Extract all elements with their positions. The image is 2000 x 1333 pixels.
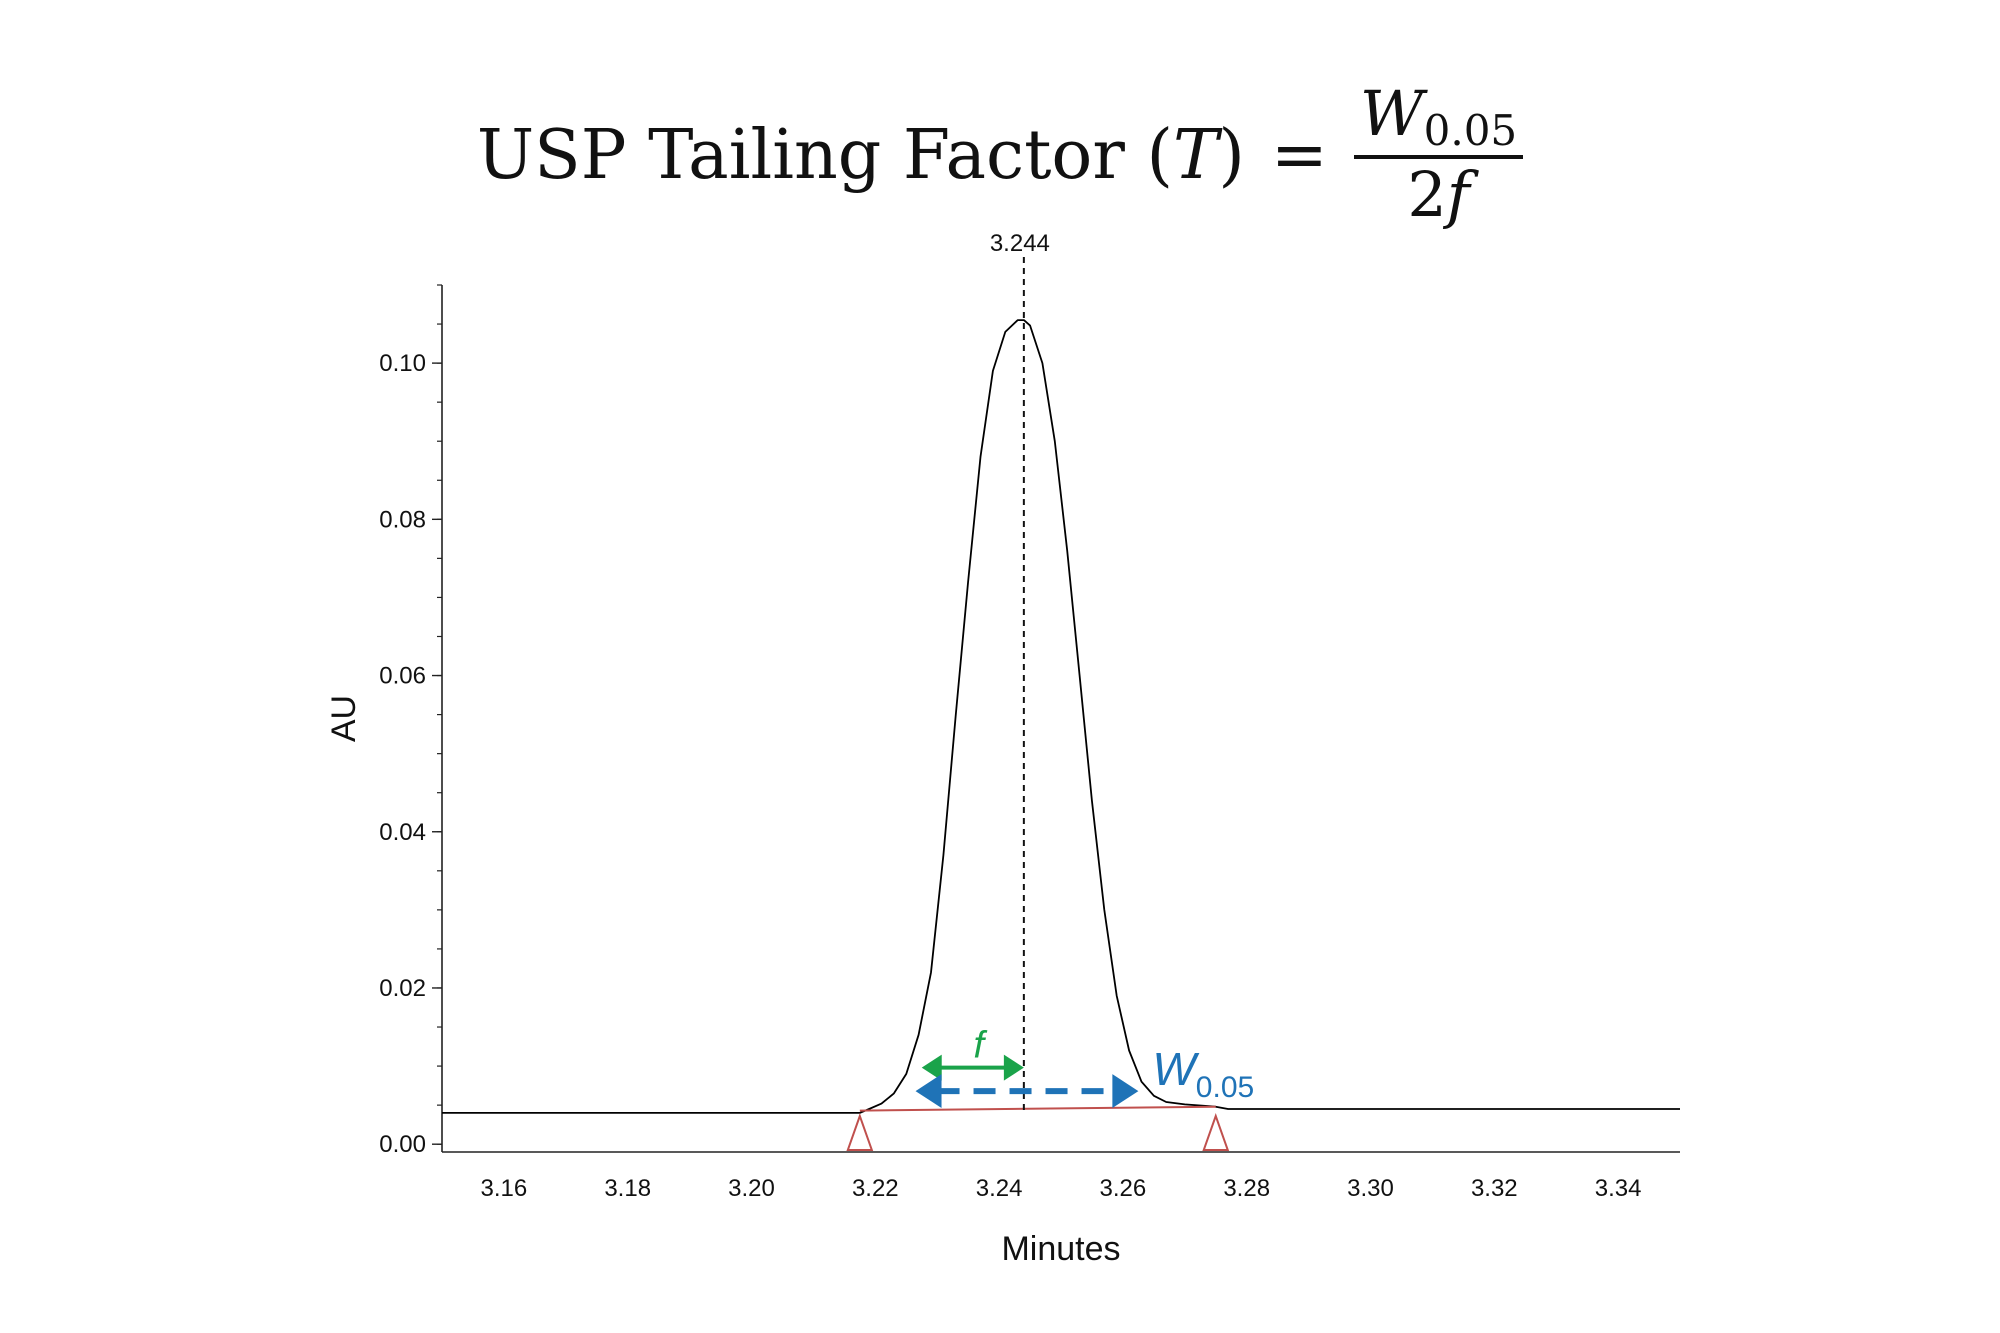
x-tick-label: 3.28 xyxy=(1223,1175,1270,1202)
formula-numerator: W0.05 xyxy=(1353,81,1524,159)
w005-label-main: W xyxy=(1152,1043,1200,1095)
formula-equals: = xyxy=(1270,115,1328,195)
usp-tailing-factor-formula: USP Tailing Factor (T) = W0.05 2f xyxy=(0,60,2000,250)
x-tick-label: 3.22 xyxy=(852,1175,899,1202)
peak-start-marker xyxy=(846,1112,874,1151)
x-axis-title: Minutes xyxy=(1001,1230,1120,1268)
y-tick-label: 0.10 xyxy=(379,350,426,377)
chromatogram-trace xyxy=(442,319,1680,1114)
formula-lhs-close: ) xyxy=(1218,115,1245,195)
y-tick-label: 0.00 xyxy=(379,1131,426,1158)
y-tick-label: 0.02 xyxy=(379,975,426,1002)
w005-arrow-head-left xyxy=(915,1074,942,1108)
x-tick-label: 3.16 xyxy=(481,1175,528,1202)
f-arrow-head-left xyxy=(921,1054,942,1081)
x-tick-label: 3.32 xyxy=(1471,1175,1518,1202)
formula-fraction: W0.05 2f xyxy=(1353,81,1524,229)
f-arrow-head-right xyxy=(1003,1054,1024,1081)
x-tick-label: 3.34 xyxy=(1595,1175,1642,1202)
y-tick-label: 0.06 xyxy=(379,663,426,690)
chart-annotations: f W0.05 xyxy=(915,1025,1254,1108)
x-tick-label: 3.18 xyxy=(604,1175,651,1202)
peak-retention-label: 3.244 xyxy=(990,230,1050,257)
formula-denominator: 2f xyxy=(1407,159,1469,229)
y-tick-label: 0.04 xyxy=(379,819,426,846)
w005-label-sub: 0.05 xyxy=(1196,1071,1254,1104)
integration-baseline xyxy=(859,1105,1216,1112)
peak-end-marker xyxy=(1202,1112,1230,1151)
chart-marks: 3.244 xyxy=(442,230,1680,1151)
x-tick-label: 3.30 xyxy=(1347,1175,1394,1202)
w005-label: W0.05 xyxy=(1152,1043,1254,1104)
x-tick-label: 3.20 xyxy=(728,1175,775,1202)
w005-arrow-head-right xyxy=(1112,1074,1139,1108)
formula-denominator-var: f xyxy=(1446,157,1470,231)
x-tick-label: 3.26 xyxy=(1100,1175,1147,1202)
formula-numerator-var: W xyxy=(1359,76,1424,150)
formula-numerator-sub: 0.05 xyxy=(1423,105,1518,155)
formula-denominator-coef: 2 xyxy=(1407,157,1447,231)
x-tick-label: 3.24 xyxy=(976,1175,1023,1202)
y-tick-label: 0.08 xyxy=(379,506,426,533)
formula-lhs-var: T xyxy=(1173,115,1219,195)
f-label: f xyxy=(974,1025,988,1067)
formula-lhs: USP Tailing Factor (T) xyxy=(477,116,1245,195)
chart-axes: 0.00 0.02 0.04 0.06 0.08 0.10 3.16 3.18 3.20 3.22… xyxy=(325,284,1680,1268)
formula-lhs-text: USP Tailing Factor ( xyxy=(476,115,1174,195)
y-axis-title: AU xyxy=(325,695,363,742)
